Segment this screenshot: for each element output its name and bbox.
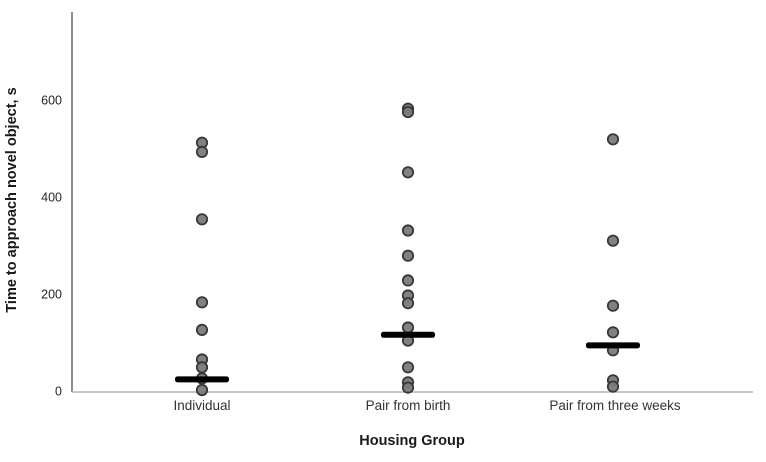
- data-point: [606, 299, 620, 312]
- y-tick-600: 600: [41, 94, 62, 108]
- data-point: [195, 296, 209, 309]
- y-axis-title: Time to approach novel object, s: [4, 87, 20, 312]
- data-point: [195, 383, 209, 397]
- median-bars: [175, 331, 640, 383]
- y-tick-200: 200: [41, 288, 62, 302]
- data-point: [401, 361, 415, 374]
- data-point: [401, 381, 415, 394]
- data-points: [195, 102, 620, 397]
- data-point: [606, 133, 620, 146]
- category-label-pair-from-three-weeks: Pair from three weeks: [549, 398, 681, 413]
- data-point: [401, 297, 415, 310]
- category-label-pair-from-birth: Pair from birth: [366, 398, 451, 413]
- data-point: [195, 213, 209, 226]
- data-point: [195, 361, 209, 374]
- data-point: [401, 106, 415, 119]
- data-point: [606, 326, 620, 339]
- data-point: [606, 234, 620, 247]
- y-tick-0: 0: [55, 385, 62, 399]
- data-point: [195, 323, 209, 336]
- y-tick-400: 400: [41, 191, 62, 205]
- median-bar: [586, 342, 640, 349]
- data-point: [195, 145, 209, 158]
- data-point: [401, 224, 415, 237]
- category-label-individual: Individual: [173, 398, 230, 413]
- data-point: [606, 380, 620, 393]
- data-point: [401, 249, 415, 262]
- data-point: [401, 274, 415, 287]
- x-axis-title: Housing Group: [359, 433, 465, 449]
- median-bar: [381, 331, 435, 338]
- median-bar: [175, 376, 229, 383]
- axes: [71, 12, 753, 393]
- data-point: [401, 321, 415, 334]
- data-point: [401, 166, 415, 179]
